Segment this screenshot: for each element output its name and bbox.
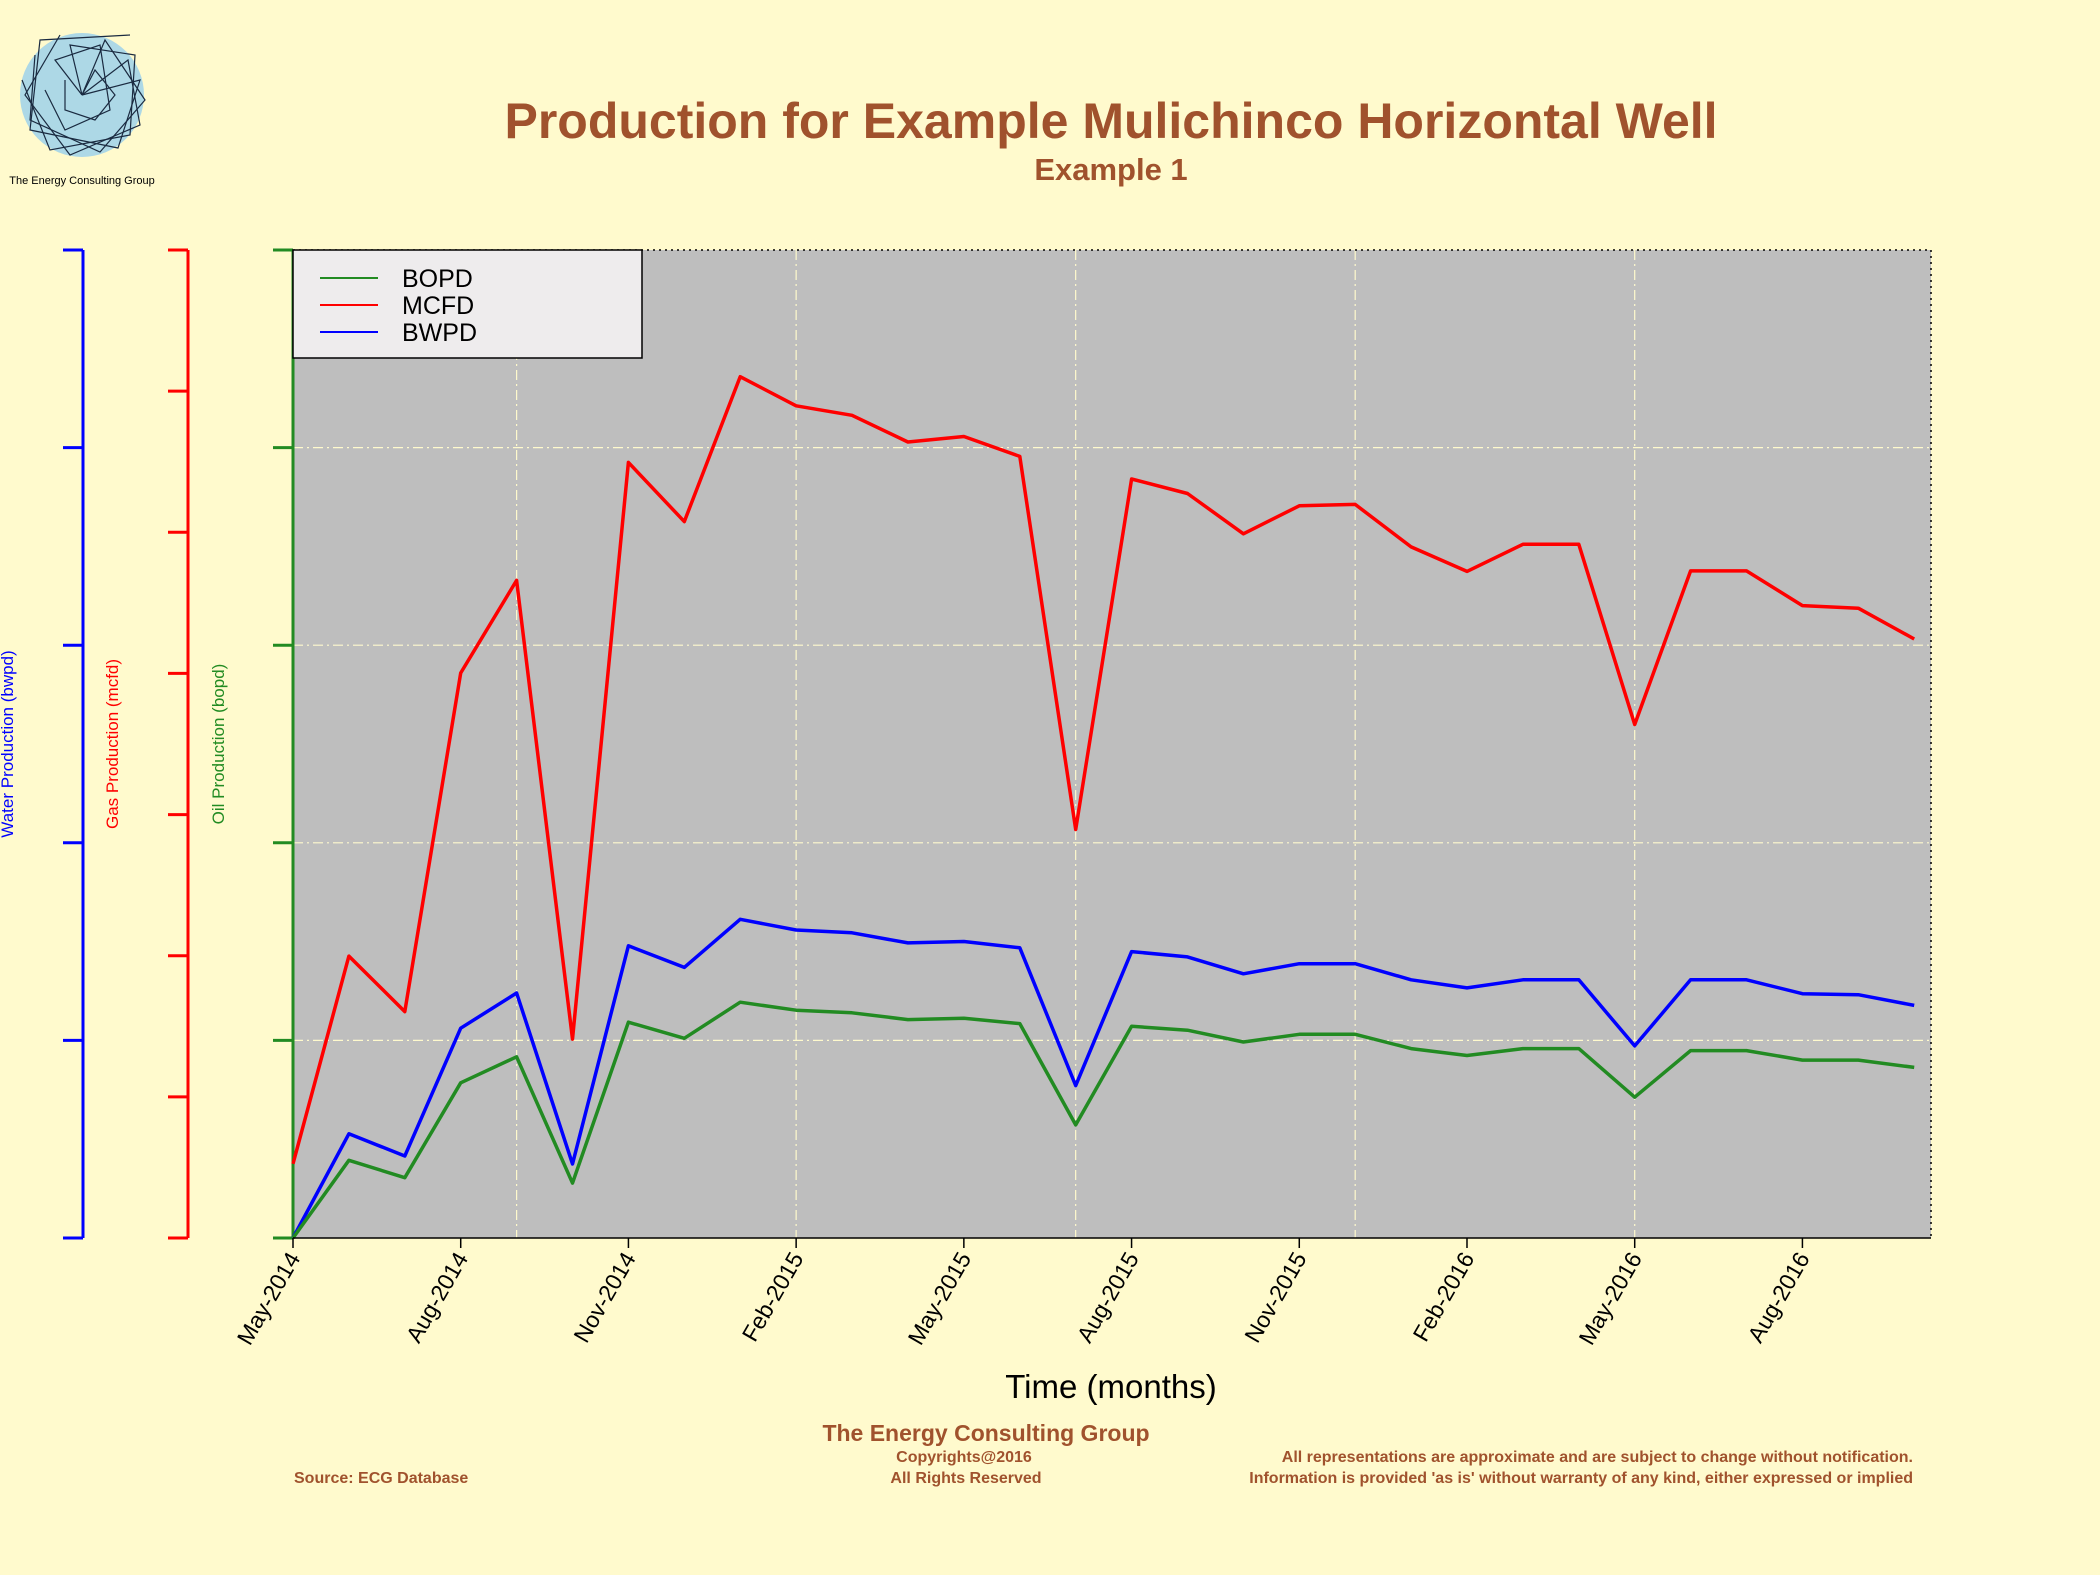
legend-label-gas: MCFD [402, 292, 474, 320]
gas-axis-label: Gas Production (mcfd) [103, 659, 122, 829]
series-line-bwpd [291, 917, 1915, 1239]
legend: BOPD MCFD BWPD [292, 249, 643, 359]
footer-company: The Energy Consulting Group [822, 1420, 1149, 1446]
oil-axis-label: Oil Production (bopd) [209, 664, 228, 825]
x-tick-label: Nov-2015 [1239, 1248, 1311, 1347]
chart-subtitle: Example 1 [1034, 152, 1187, 187]
logo-spiral-icon [21, 34, 146, 156]
footer-disclaimer-1: All representations are approximate and … [1282, 1449, 1913, 1466]
series-line-bopd [291, 1000, 1915, 1240]
series-line-mcfd [291, 374, 1916, 1165]
water-axis-label: Water Production (bwpd) [0, 650, 17, 837]
footer-source: Source: ECG Database [294, 1470, 468, 1487]
footer-disclaimer-2: Information is provided 'as is' without … [1249, 1470, 1913, 1487]
logo-caption: The Energy Consulting Group [9, 175, 155, 187]
company-logo: The Energy Consulting Group [9, 33, 155, 187]
legend-label-oil: BOPD [402, 265, 473, 293]
x-tick-label: Feb-2015 [737, 1248, 809, 1346]
x-axis-label: Time (months) [1005, 1368, 1216, 1405]
x-tick-label: Aug-2016 [1742, 1248, 1814, 1347]
x-axis: May-2014 Aug-2014 Nov-2014 Feb-2015 May-2015… [232, 1237, 1931, 1350]
x-tick-label: Nov-2014 [568, 1247, 640, 1347]
plot-area [293, 250, 1931, 1238]
footer-copyright: Copyrights@2016 [896, 1449, 1032, 1466]
x-tick-label: Aug-2014 [401, 1247, 473, 1347]
x-tick-label: Aug-2015 [1072, 1248, 1144, 1347]
x-tick-label: May-2015 [903, 1248, 977, 1350]
x-tick-label: May-2014 [232, 1247, 306, 1349]
x-tick-label: May-2016 [1573, 1248, 1647, 1350]
footer-rights: All Rights Reserved [890, 1470, 1041, 1487]
y-axes [63, 248, 295, 1240]
x-tick-label: Feb-2016 [1408, 1248, 1480, 1346]
chart-title: Production for Example Mulichinco Horizo… [504, 93, 1717, 149]
series-lines [291, 374, 1916, 1240]
grid-lines [293, 249, 1932, 1238]
legend-label-water: BWPD [402, 319, 477, 347]
